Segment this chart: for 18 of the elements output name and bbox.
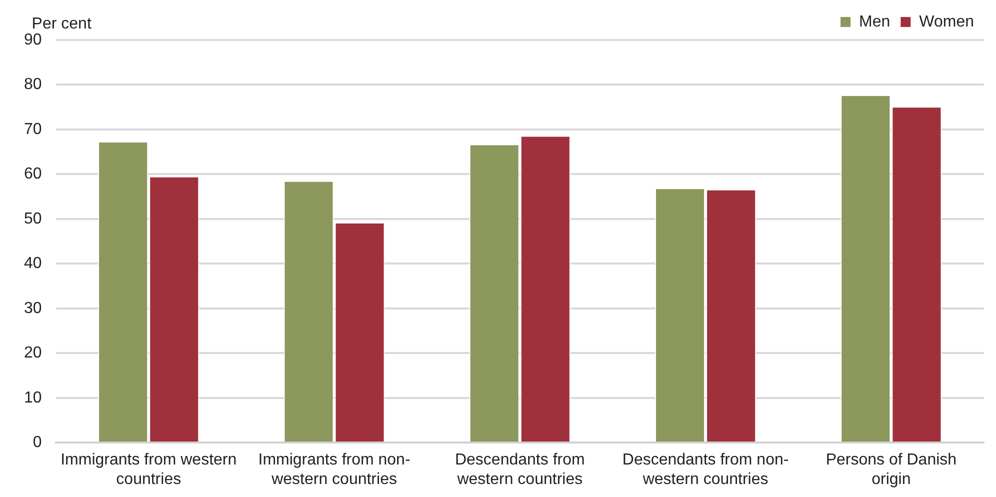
y-axis-title: Per cent (32, 15, 92, 32)
y-tick-label: 10 (24, 389, 42, 406)
x-tick-label: Descendants from non-western countries (622, 452, 789, 488)
y-tick-label: 20 (24, 344, 42, 362)
legend-label: Men (859, 13, 890, 30)
y-tick-label: 0 (32, 434, 42, 452)
x-tick-label: Immigrants from western countries (60, 452, 237, 488)
y-tick-label: 50 (24, 210, 42, 228)
y-tick-label: 70 (24, 120, 42, 138)
legend-label: Women (919, 13, 974, 30)
y-tick-label: 30 (24, 300, 42, 317)
y-tick-label: 40 (24, 255, 42, 272)
y-tick-label: 80 (24, 76, 42, 94)
x-tick-label: Immigrants from non-western countries (258, 452, 410, 488)
x-tick-label: Descendants from western countries (454, 452, 585, 488)
y-tick-label: 90 (24, 31, 42, 48)
x-tick-label: Persons of Danish origin (826, 452, 957, 488)
y-tick-label: 60 (24, 166, 42, 183)
